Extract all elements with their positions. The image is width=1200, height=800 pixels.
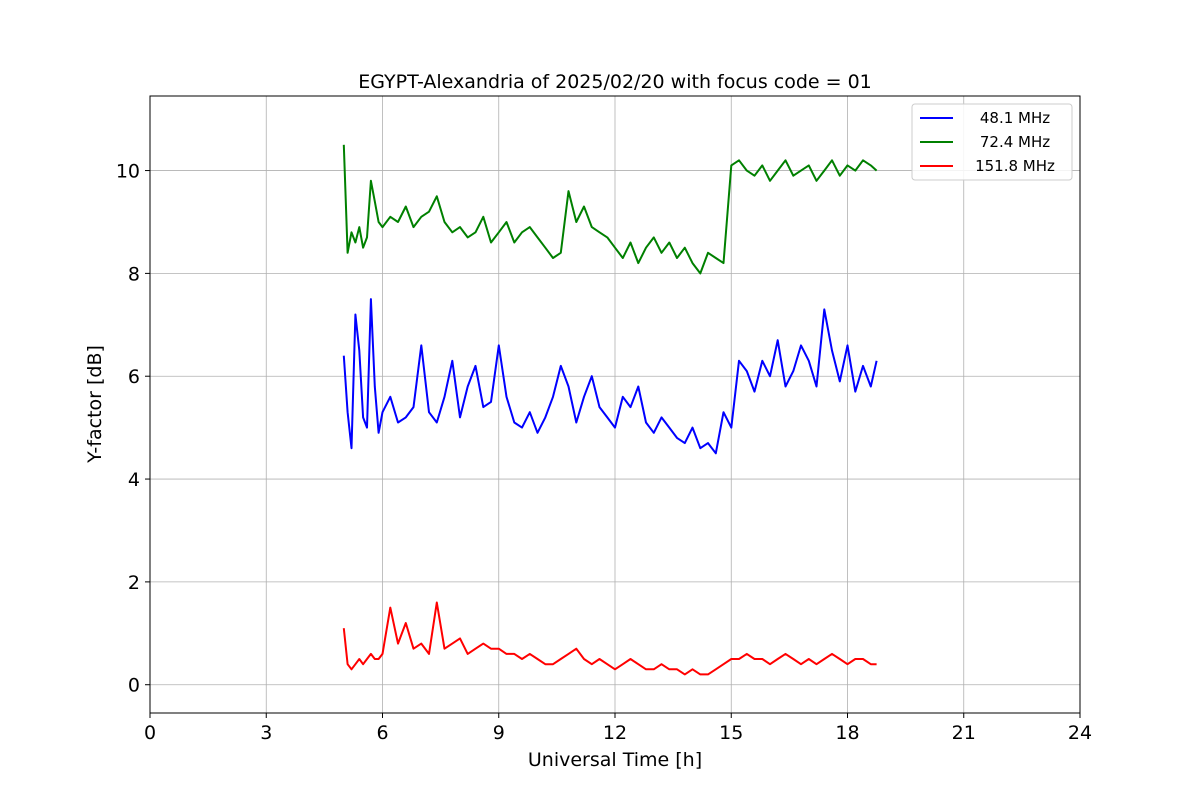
x-tick-label: 15: [719, 722, 743, 744]
y-tick-label: 10: [116, 161, 140, 183]
x-tick-label: 6: [376, 722, 388, 744]
y-tick-label: 8: [128, 263, 140, 285]
legend-label-48-1-mhz: 48.1 MHz: [980, 109, 1050, 127]
series-line-151-8-mhz: [342, 601, 877, 676]
legend-box: [911, 103, 1073, 181]
x-tick-label: 21: [952, 722, 976, 744]
y-tick-label: 2: [128, 572, 140, 594]
x-tick-label: 24: [1068, 722, 1092, 744]
x-axis-label: Universal Time [h]: [528, 749, 702, 771]
series-line-72-4-mhz: [342, 144, 878, 275]
legend-label-72-4-mhz: 72.4 MHz: [980, 133, 1050, 151]
plot-series: [342, 144, 878, 676]
x-tick-label: 3: [260, 722, 272, 744]
grid-lines: [149, 96, 1081, 713]
x-tick-label: 12: [603, 722, 627, 744]
legend: 48.1 MHz 72.4 MHz 151.8 MHz: [911, 103, 1073, 181]
x-tick-label: 18: [835, 722, 859, 744]
x-tick-label: 9: [493, 722, 505, 744]
y-tick-label: 6: [128, 366, 140, 388]
chart-title: EGYPT-Alexandria of 2025/02/20 with focu…: [358, 71, 872, 93]
series-line-48-1-mhz: [342, 298, 878, 455]
legend-label-151-8-mhz: 151.8 MHz: [975, 157, 1055, 175]
y-axis-label: Y-factor [dB]: [84, 345, 106, 464]
y-tick-label: 0: [128, 675, 140, 697]
y-tick-label: 4: [128, 469, 140, 491]
x-tick-label: 0: [144, 722, 156, 744]
